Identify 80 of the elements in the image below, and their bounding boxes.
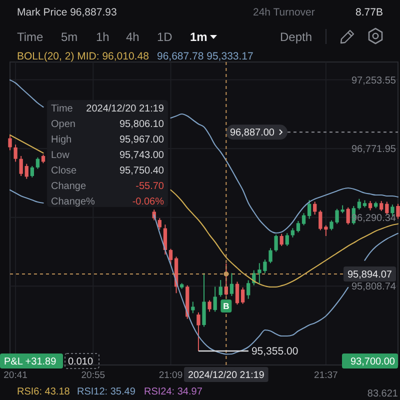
ref-line-label: 2024/12/20 21:19 <box>188 370 264 381</box>
y-tick-label: 96,771.95 <box>352 144 396 156</box>
candlestick <box>235 281 240 306</box>
candlestick <box>240 286 245 304</box>
text: RSI6: 43.18 <box>17 386 70 398</box>
candlestick <box>202 272 206 328</box>
y-tick-label: 95,808.74 <box>352 282 396 293</box>
annotation: 95,355.00 <box>251 346 298 358</box>
candlestick <box>218 280 222 298</box>
annotation: Open <box>51 119 76 130</box>
candlestick <box>30 166 34 178</box>
candlestick <box>246 280 250 300</box>
candlestick <box>14 144 18 162</box>
annotation: -0.06% <box>132 196 164 208</box>
candlestick <box>290 228 295 238</box>
x-tick-label: 20:55 <box>81 370 106 381</box>
x-tick-label: 21:37 <box>314 370 338 381</box>
text: 4h <box>126 30 140 44</box>
candlestick <box>158 218 162 230</box>
x-tick-label: 21:09 <box>158 370 183 381</box>
text: Depth <box>280 30 312 44</box>
candlestick <box>268 248 272 264</box>
candlestick <box>346 206 350 226</box>
annotation: 95,806.10 <box>120 119 164 130</box>
text: 1D <box>157 30 173 44</box>
text: 1h <box>96 30 110 44</box>
candlestick <box>324 224 328 236</box>
candlestick <box>191 301 195 314</box>
candlestick <box>230 272 234 296</box>
candlestick <box>274 234 278 252</box>
candlestick <box>280 233 284 246</box>
text: RSI12: 35.49 <box>77 386 136 398</box>
annotation: Time <box>51 104 74 114</box>
annotation: 2024/12/20 21:19 <box>86 104 164 114</box>
text: Time <box>17 30 44 44</box>
text: 1m <box>190 30 208 44</box>
ref-line-label: 96,887.00 <box>230 128 275 139</box>
candlestick <box>396 203 400 220</box>
annotation: 95,743.00 <box>120 150 164 161</box>
annotation: Close <box>51 166 78 176</box>
candlestick <box>213 286 217 312</box>
candlestick <box>19 156 23 176</box>
annotation: Low <box>51 150 70 161</box>
annotation: Change <box>51 181 86 192</box>
candlestick <box>36 156 40 170</box>
candlestick <box>318 210 322 231</box>
y-tick-label: 97,253.55 <box>352 75 396 86</box>
text: 83.621 <box>367 388 398 400</box>
candlestick <box>313 201 317 216</box>
annotation: 0.010 <box>68 356 94 368</box>
annotation: 93,700.00 <box>350 356 396 368</box>
candlestick <box>196 312 200 352</box>
candlestick <box>168 248 173 266</box>
x-tick-label: 20:41 <box>4 370 28 381</box>
candlestick <box>24 163 28 180</box>
annotation: P&L +31.89 <box>4 356 57 368</box>
chart-title: Mark Price 96,887.93 <box>17 6 117 19</box>
text: 8.77B <box>356 6 383 19</box>
annotation: Change% <box>51 196 96 208</box>
candlestick <box>368 200 372 211</box>
text: 24h Turnover <box>253 6 316 19</box>
candlestick <box>8 134 12 151</box>
ref-line-label: 95,894.07 <box>348 269 392 280</box>
annotation: High <box>51 134 72 146</box>
candlestick <box>208 300 212 312</box>
candlestick <box>357 198 362 210</box>
candlestick <box>380 200 384 212</box>
annotation: BOLL(20, 2) MID: 96,010.48 <box>17 50 150 63</box>
annotation: 96,687.78 95,333.17 <box>157 50 254 63</box>
candlestick <box>302 212 306 226</box>
annotation: -55.70 <box>136 181 164 192</box>
annotation: 95,967.00 <box>120 134 164 146</box>
candlestick <box>307 200 312 220</box>
text: 5m <box>61 30 78 44</box>
candlestick <box>385 201 389 216</box>
candlestick <box>296 220 300 233</box>
text: RSI24: 34.97 <box>144 386 203 398</box>
annotation: 95,750.40 <box>120 166 164 176</box>
annotation: B <box>223 300 230 311</box>
candlestick <box>285 232 289 246</box>
